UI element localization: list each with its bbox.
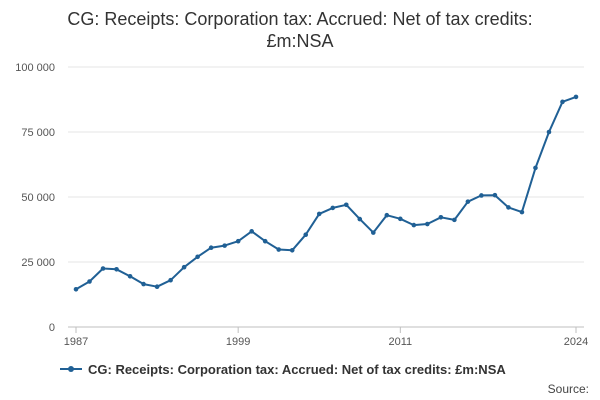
data-point[interactable] (181, 264, 187, 270)
series-group (73, 94, 579, 292)
data-point[interactable] (276, 247, 282, 252)
legend[interactable]: CG: Receipts: Corporation tax: Accrued: … (60, 361, 506, 377)
gridlines (68, 66, 584, 328)
x-tick-label: 1999 (226, 336, 250, 348)
data-point[interactable] (370, 230, 376, 235)
data-point[interactable] (533, 165, 538, 171)
y-tick-label: 0 (49, 322, 55, 334)
chart-title-line-2: £m:NSA (266, 31, 334, 51)
y-tick-label: 25 000 (21, 257, 55, 269)
data-point[interactable] (560, 99, 565, 105)
data-point[interactable] (222, 243, 227, 248)
legend-label: CG: Receipts: Corporation tax: Accrued: … (88, 361, 506, 377)
data-point[interactable] (330, 205, 336, 211)
source-label: Source: (547, 382, 589, 396)
data-point[interactable] (168, 277, 173, 283)
y-tick-label: 50 000 (21, 192, 55, 204)
chart-title: CG: Receipts: Corporation tax: Accrued: … (0, 8, 600, 52)
x-tick-label: 2024 (564, 336, 588, 348)
data-point[interactable] (249, 229, 254, 234)
data-point[interactable] (154, 284, 160, 290)
data-point[interactable] (546, 129, 552, 135)
data-point[interactable] (384, 212, 390, 218)
data-point[interactable] (573, 94, 579, 100)
data-point[interactable] (479, 193, 484, 198)
y-tick-label: 100 000 (15, 62, 55, 74)
legend-swatch-icon (60, 361, 82, 377)
data-point[interactable] (316, 211, 322, 217)
data-point[interactable] (343, 202, 349, 208)
data-point[interactable] (195, 254, 200, 260)
y-tick-label: 75 000 (21, 127, 55, 139)
x-axis: 1987 1999 2011 2024 (64, 327, 588, 348)
series-line (75, 95, 577, 291)
data-point[interactable] (87, 279, 92, 284)
data-point[interactable] (303, 232, 309, 237)
data-point[interactable] (492, 192, 498, 198)
data-point[interactable] (262, 238, 268, 244)
data-point[interactable] (114, 266, 119, 272)
data-point[interactable] (411, 222, 417, 228)
data-point[interactable] (438, 214, 444, 220)
data-point[interactable] (425, 221, 430, 227)
data-point[interactable] (519, 209, 525, 215)
data-point[interactable] (357, 216, 363, 222)
data-point[interactable] (506, 205, 511, 210)
chart-title-line-1: CG: Receipts: Corporation tax: Accrued: … (67, 9, 533, 29)
data-point[interactable] (208, 245, 214, 250)
data-point[interactable] (100, 266, 106, 271)
y-axis: 0 25 000 50 000 75 000 100 000 (15, 62, 55, 334)
data-point[interactable] (465, 199, 471, 204)
x-tick-label: 2011 (388, 336, 412, 348)
data-point[interactable] (452, 217, 457, 223)
data-point[interactable] (289, 248, 295, 253)
data-point[interactable] (73, 287, 79, 292)
data-point[interactable] (127, 274, 133, 279)
data-point[interactable] (235, 238, 241, 244)
data-point[interactable] (398, 216, 403, 222)
x-tick-label: 1987 (64, 336, 88, 348)
data-point[interactable] (141, 281, 146, 287)
